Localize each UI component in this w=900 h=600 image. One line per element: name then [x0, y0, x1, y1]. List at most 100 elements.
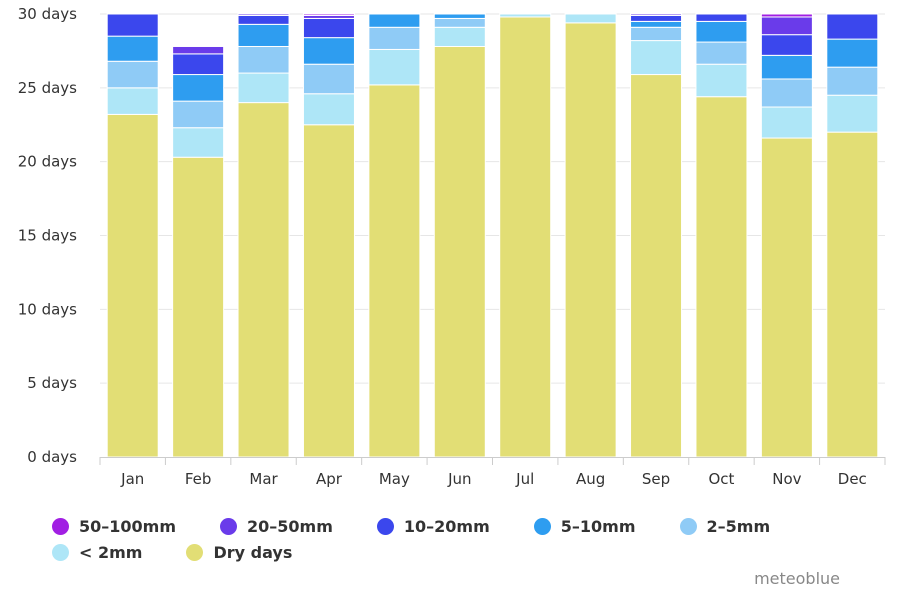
bar-segment[interactable] — [172, 53, 225, 76]
bar-segment[interactable] — [237, 13, 290, 16]
bar-segment[interactable] — [499, 16, 552, 458]
bar-segment[interactable] — [302, 63, 355, 95]
y-tick-label: 0 days — [27, 448, 77, 466]
bar-segment[interactable] — [760, 106, 813, 139]
bar-segment[interactable] — [760, 78, 813, 108]
y-tick-label: 5 days — [27, 374, 77, 392]
bar-segment[interactable] — [760, 54, 813, 80]
y-tick-label: 20 days — [18, 153, 77, 171]
x-tick-label: Dec — [838, 470, 867, 488]
legend-swatch-5-10mm — [533, 517, 551, 535]
legend-item-50-100mm[interactable]: 50–100mm — [52, 516, 176, 536]
bar-segment[interactable] — [760, 137, 813, 458]
bar-segment[interactable] — [630, 40, 683, 76]
bar-segment[interactable] — [106, 113, 159, 458]
legend-label-5-10mm: 5–10mm — [560, 516, 636, 536]
bar-segment[interactable] — [106, 60, 159, 89]
legend: 50–100mm 20–50mm 10–20mm 5–10mm 2–5mm < … — [52, 516, 852, 562]
bar-segment[interactable] — [433, 45, 486, 458]
legend-swatch-50-100mm — [52, 517, 69, 535]
legend-label-2-5mm: 2–5mm — [706, 516, 771, 536]
bar-segment[interactable] — [760, 13, 813, 18]
bar-segment[interactable] — [237, 14, 290, 25]
bar-segment[interactable] — [368, 26, 421, 50]
bar-segment[interactable] — [564, 13, 617, 24]
y-tick-label: 15 days — [18, 227, 77, 245]
bar-segment[interactable] — [499, 13, 552, 18]
bar-segment[interactable] — [826, 13, 879, 40]
x-tick-label: Sep — [642, 470, 670, 488]
legend-label-lt-2mm: < 2mm — [79, 542, 143, 562]
legend-swatch-20-50mm — [220, 517, 238, 535]
bar-segment[interactable] — [433, 26, 486, 47]
bar-segment[interactable] — [630, 20, 683, 28]
bar-segment[interactable] — [106, 87, 159, 115]
bar-segment[interactable] — [172, 45, 225, 55]
bar-segment[interactable] — [826, 66, 879, 96]
x-tick-label: Jan — [120, 470, 144, 488]
x-tick-label: Oct — [708, 470, 734, 488]
bar-segment[interactable] — [695, 63, 748, 98]
x-tick-label: Jun — [447, 470, 471, 488]
legend-item-lt-2mm[interactable]: < 2mm — [52, 542, 142, 562]
y-tick-label: 30 days — [18, 5, 77, 23]
legend-item-dry-days[interactable]: Dry days — [186, 542, 292, 562]
bar-segment[interactable] — [106, 13, 159, 37]
legend-item-2-5mm[interactable]: 2–5mm — [679, 516, 771, 536]
bar-segment[interactable] — [564, 22, 617, 458]
legend-label-dry-days: Dry days — [213, 542, 293, 562]
bar-segment[interactable] — [368, 48, 421, 86]
bar-segment[interactable] — [630, 14, 683, 22]
legend-item-20-50mm[interactable]: 20–50mm — [220, 516, 333, 536]
x-tick-label: Nov — [772, 470, 801, 488]
bar-segment[interactable] — [302, 124, 355, 458]
bar-segment[interactable] — [237, 23, 290, 47]
bar-segment[interactable] — [695, 20, 748, 43]
bars — [106, 13, 879, 458]
legend-label-20-50mm: 20–50mm — [247, 516, 333, 536]
bar-segment[interactable] — [760, 16, 813, 36]
bar-segment[interactable] — [237, 45, 290, 74]
bar-segment[interactable] — [302, 37, 355, 65]
bar-segment[interactable] — [826, 38, 879, 68]
bar-segment[interactable] — [630, 26, 683, 42]
legend-swatch-dry-days — [186, 543, 204, 561]
bar-segment[interactable] — [172, 100, 225, 129]
bar-segment[interactable] — [760, 34, 813, 56]
credit-label[interactable]: meteoblue — [754, 569, 840, 588]
bar-segment[interactable] — [237, 72, 290, 104]
x-tick-label: May — [379, 470, 410, 488]
legend-swatch-2-5mm — [679, 517, 697, 535]
legend-label-50-100mm: 50–100mm — [79, 516, 177, 536]
bar-segment[interactable] — [368, 13, 421, 28]
bar-segment[interactable] — [302, 13, 355, 16]
bar-segment[interactable] — [302, 93, 355, 126]
bar-segment[interactable] — [172, 127, 225, 158]
y-tick-label: 25 days — [18, 79, 77, 97]
bar-segment[interactable] — [172, 74, 225, 102]
x-tick-label: Aug — [576, 470, 605, 488]
bar-segment[interactable] — [695, 96, 748, 458]
x-tick-label: Apr — [316, 470, 343, 488]
legend-swatch-10-20mm — [376, 517, 394, 535]
bar-segment[interactable] — [826, 94, 879, 133]
y-tick-label: 10 days — [18, 300, 77, 318]
bar-segment[interactable] — [433, 13, 486, 19]
legend-item-10-20mm[interactable]: 10–20mm — [376, 516, 490, 536]
x-tick-label: Feb — [185, 470, 212, 488]
bar-segment[interactable] — [630, 13, 683, 16]
legend-item-5-10mm[interactable]: 5–10mm — [533, 516, 636, 536]
bar-segment[interactable] — [106, 35, 159, 62]
bar-segment[interactable] — [237, 102, 290, 458]
bar-segment[interactable] — [368, 84, 421, 458]
bar-segment[interactable] — [630, 74, 683, 458]
chart-plot: 0 days 5 days 10 days 15 days 20 days 25 days… — [18, 5, 886, 488]
bar-segment[interactable] — [433, 17, 486, 28]
bar-segment[interactable] — [302, 17, 355, 39]
bar-segment[interactable] — [826, 131, 879, 458]
bar-segment[interactable] — [172, 156, 225, 458]
x-tick-label: Mar — [249, 470, 278, 488]
legend-label-10-20mm: 10–20mm — [403, 516, 490, 536]
bar-segment[interactable] — [695, 13, 748, 22]
bar-segment[interactable] — [695, 41, 748, 65]
